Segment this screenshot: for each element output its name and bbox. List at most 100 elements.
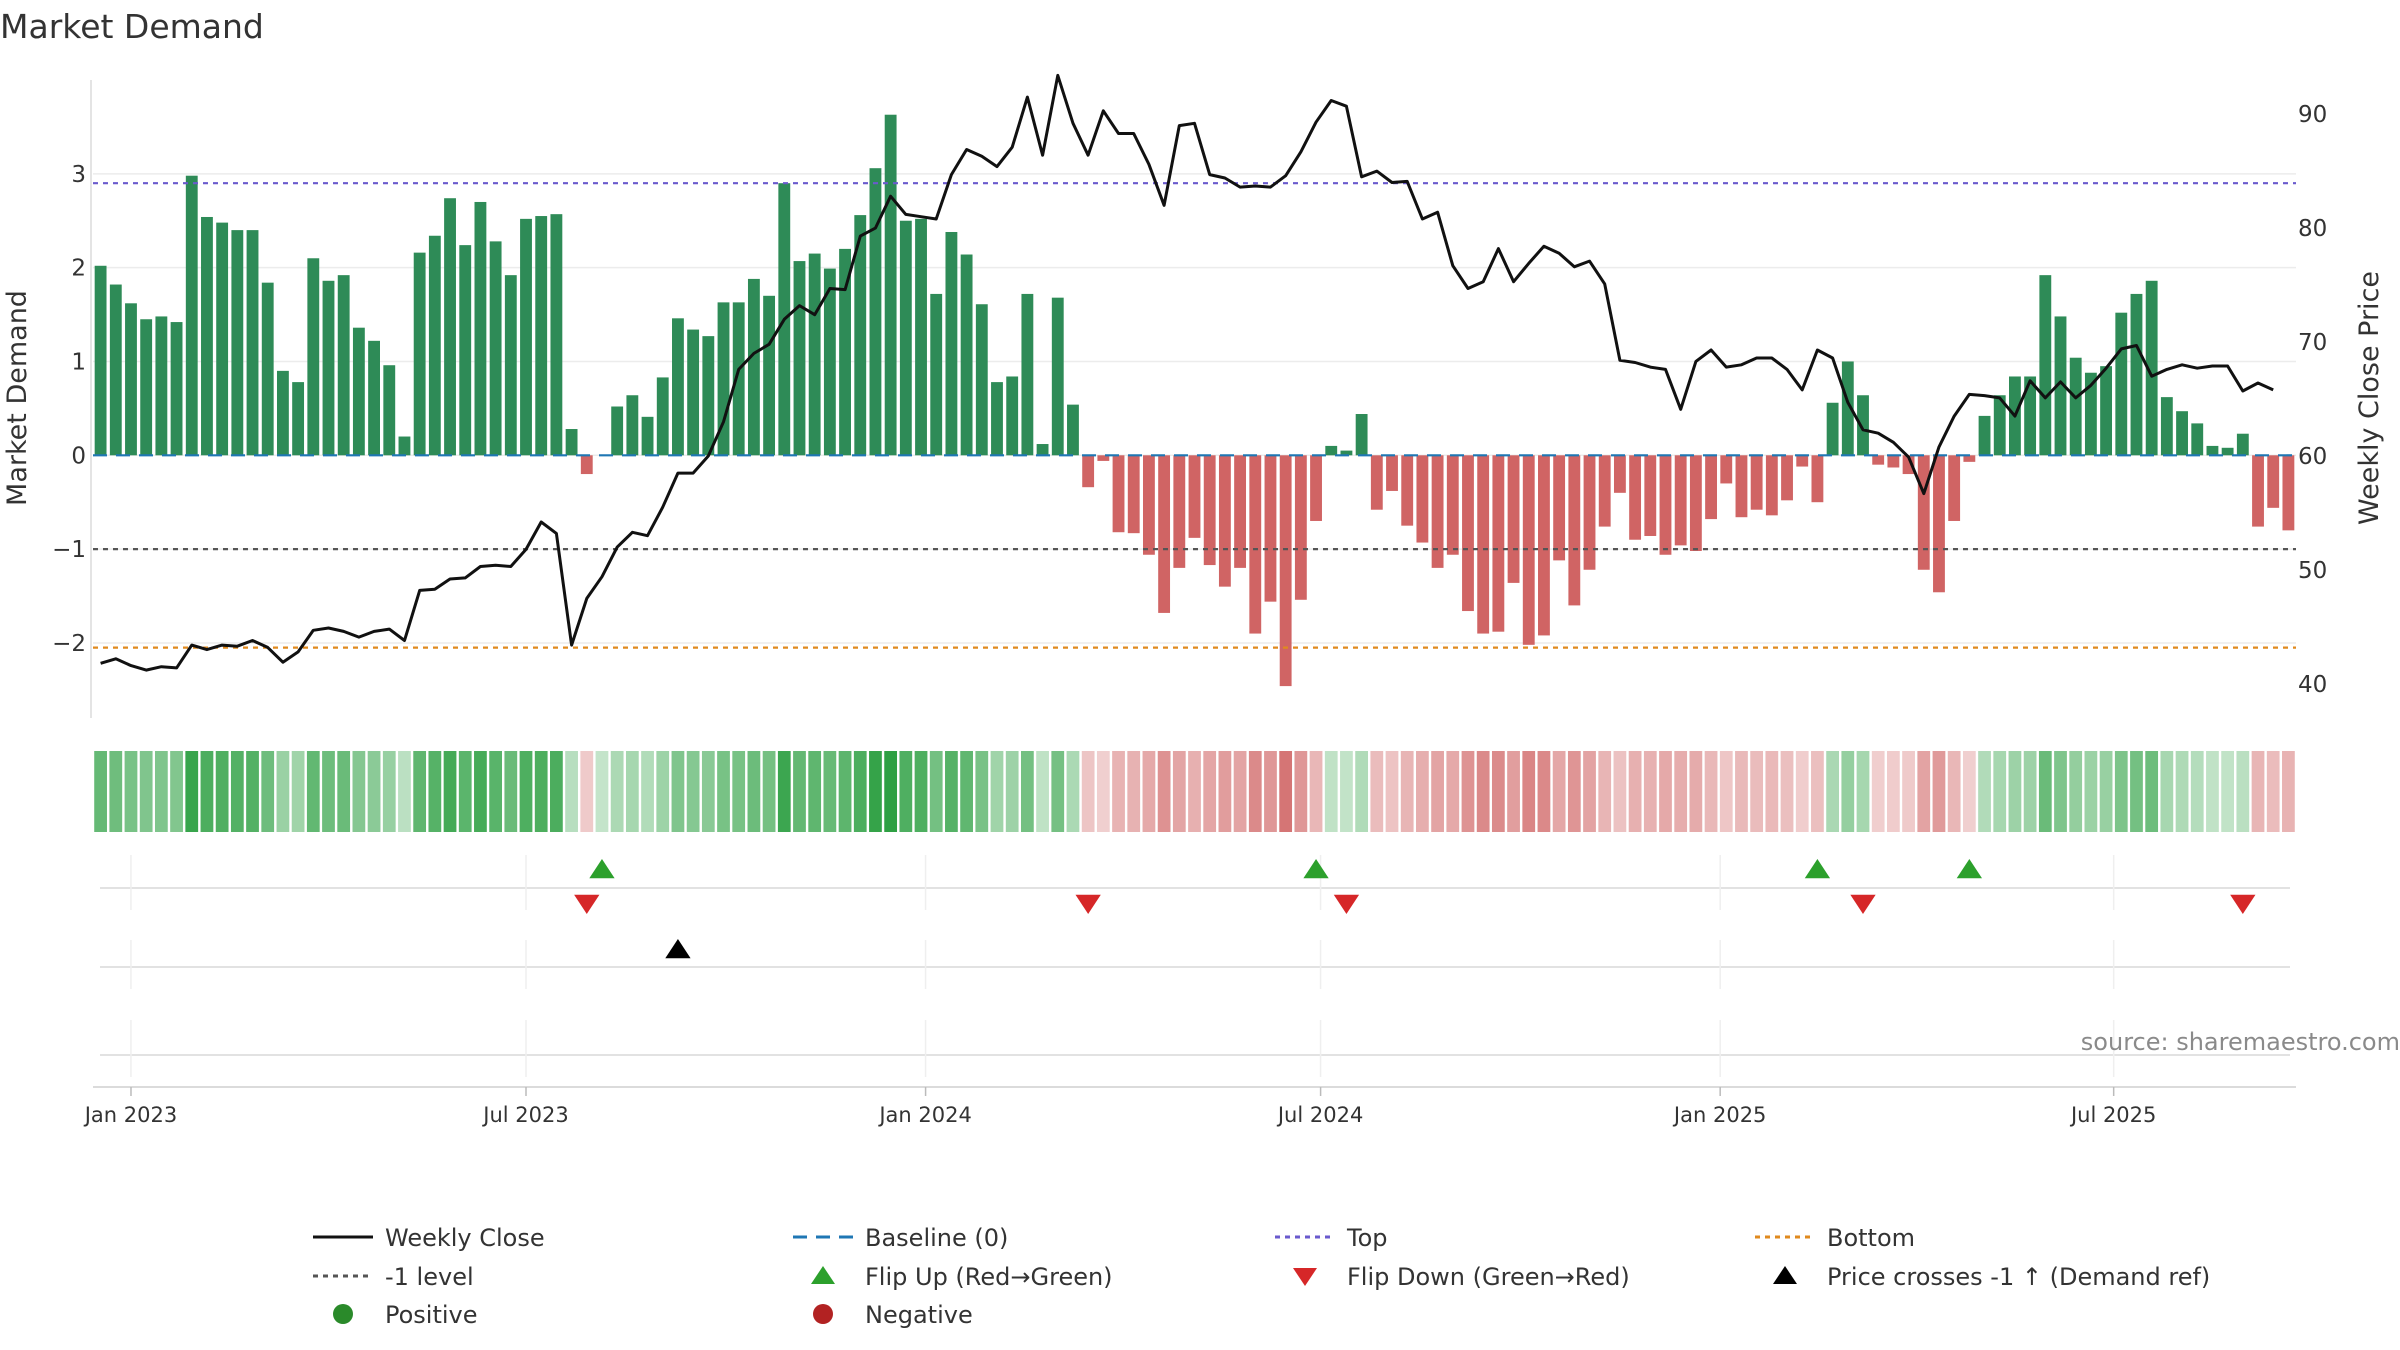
heat-cell <box>610 751 624 832</box>
demand-bar <box>1355 414 1368 456</box>
demand-bar <box>1872 455 1885 465</box>
heat-cell <box>1279 751 1293 832</box>
date-tick-label: Jan 2024 <box>877 1103 972 1127</box>
right-tick-label: 90 <box>2298 102 2327 128</box>
heat-cell <box>1795 751 1809 832</box>
legend-label: Flip Up (Red→Green) <box>865 1263 1113 1291</box>
demand-bar <box>474 201 487 456</box>
heat-cell <box>261 751 275 832</box>
left-tick-label: −1 <box>52 537 86 563</box>
legend-label: Positive <box>385 1301 478 1329</box>
price-cross-marker <box>665 939 691 959</box>
demand-bar <box>717 302 730 456</box>
heat-cell <box>1400 751 1414 832</box>
demand-bar <box>1325 445 1338 456</box>
heat-cell <box>1643 751 1657 832</box>
demand-bar <box>550 214 563 456</box>
flip-down-marker <box>574 894 600 914</box>
left-axis-ticks: −2 −1 0 1 2 3 <box>52 162 86 657</box>
heat-cell <box>2038 751 2052 832</box>
heat-cell <box>1613 751 1627 832</box>
heat-cell <box>1066 751 1080 832</box>
demand-bar <box>1644 455 1657 536</box>
left-tick-label: −2 <box>52 631 86 657</box>
legend-label: -1 level <box>385 1263 474 1291</box>
demand-bar <box>1097 455 1110 461</box>
demand-bar <box>1446 455 1459 555</box>
demand-bar <box>1112 455 1125 533</box>
demand-bar <box>626 395 639 456</box>
flip-down-marker <box>2230 894 2256 914</box>
demand-bar <box>991 382 1003 456</box>
heat-cell <box>808 751 822 832</box>
heat-cell <box>2190 751 2204 832</box>
heat-cell <box>1416 751 1429 832</box>
heat-cell <box>2069 751 2083 832</box>
demand-bar <box>140 319 153 456</box>
demand-bar <box>1583 455 1596 570</box>
heat-strip <box>94 751 2295 832</box>
heat-cell <box>1947 751 1961 832</box>
demand-bar <box>656 377 669 456</box>
demand-bar <box>216 222 229 456</box>
heat-cell <box>2023 751 2037 832</box>
heat-cell <box>625 751 639 832</box>
date-tick-label: Jul 2024 <box>1276 1103 1363 1127</box>
heat-cell <box>853 751 867 832</box>
demand-bar <box>170 322 183 456</box>
date-tick-label: Jan 2023 <box>83 1103 178 1127</box>
demand-bar <box>1781 455 1793 501</box>
demand-bar <box>261 282 274 456</box>
demand-bar <box>489 241 502 456</box>
demand-bar <box>930 293 943 456</box>
demand-bar <box>2039 275 2052 456</box>
demand-bar <box>1568 455 1581 606</box>
heat-cell <box>1659 751 1672 832</box>
heat-cell <box>1461 751 1475 832</box>
heat-cell <box>1917 751 1931 832</box>
demand-bar <box>747 278 760 456</box>
heat-cell <box>139 751 153 832</box>
demand-bar <box>732 302 745 456</box>
demand-bar <box>246 230 259 456</box>
demand-bar <box>1158 455 1171 613</box>
heat-cell <box>2008 751 2022 832</box>
demand-bar <box>793 261 806 456</box>
demand-bar <box>413 252 426 456</box>
heat-cell <box>276 751 290 832</box>
heat-cell <box>793 751 806 832</box>
demand-bar <box>1917 455 1930 570</box>
demand-bar <box>1993 395 2006 456</box>
heat-cell <box>838 751 852 832</box>
demand-bar <box>1340 450 1353 456</box>
demand-bar <box>899 220 912 456</box>
heat-cell <box>443 751 457 832</box>
demand-bar <box>1401 455 1414 526</box>
heat-cell <box>504 751 518 832</box>
heat-cell <box>1431 751 1444 832</box>
demand-bar <box>2024 376 2037 456</box>
demand-bar <box>155 316 168 456</box>
right-tick-label: 40 <box>2298 672 2327 698</box>
demand-bar <box>1173 455 1186 568</box>
heat-cell <box>2145 751 2159 832</box>
heat-cell <box>2084 751 2098 832</box>
heat-cell <box>1522 751 1536 832</box>
heat-cell <box>1172 751 1186 832</box>
demand-bar <box>1294 455 1307 600</box>
demand-bar <box>201 216 213 456</box>
heat-cell <box>337 751 351 832</box>
heat-cell <box>1020 751 1034 832</box>
demand-bar <box>1507 455 1520 583</box>
heat-cell <box>1248 751 1262 832</box>
left-tick-label: 1 <box>71 349 86 375</box>
demand-bar <box>1750 455 1763 510</box>
heat-cell <box>641 751 654 832</box>
heat-cell <box>200 751 214 832</box>
heat-cell <box>1340 751 1353 832</box>
heat-cell <box>550 751 563 832</box>
legend-label: Flip Down (Green→Red) <box>1347 1263 1630 1291</box>
demand-bar <box>1674 455 1687 546</box>
heat-cell <box>1856 751 1870 832</box>
heat-cell <box>1385 751 1399 832</box>
